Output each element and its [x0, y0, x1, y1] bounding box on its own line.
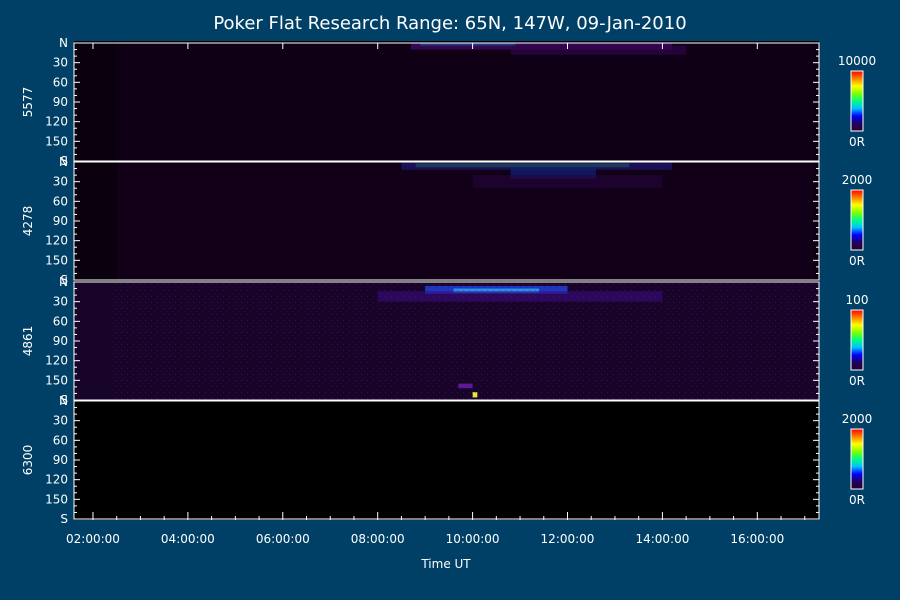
y-tick-label: 150	[45, 373, 68, 387]
panel-5577: N 30 60 90 120 150 S 5577	[21, 36, 820, 168]
x-tick-label: 04:00:00	[161, 532, 215, 546]
y-tick-label: S	[60, 273, 68, 287]
rainbow-colorbar-icon	[850, 309, 864, 371]
colorbar-min-label: 0R	[849, 493, 865, 507]
emission-feature	[116, 43, 815, 161]
colorbar-max-label: 2000	[842, 412, 873, 426]
panel-wavelength-label: 4278	[21, 206, 35, 237]
x-tick-label: 06:00:00	[256, 532, 310, 546]
y-tick-label: S	[60, 393, 68, 407]
y-tick-label: S	[60, 154, 68, 168]
panel-4278: N 30 60 90 120 150 S 4278	[21, 155, 820, 287]
y-tick-label: N	[59, 394, 68, 408]
noise-texture	[111, 282, 819, 400]
colorbar-4278: 2000 0R	[842, 173, 873, 268]
colorbar-max-label: 2000	[842, 173, 873, 187]
x-tick-label: 12:00:00	[541, 532, 595, 546]
y-tick-label: N	[59, 36, 68, 50]
colorbar-max-label: 10000	[838, 54, 876, 68]
y-tick-label: N	[59, 275, 68, 289]
y-tick-label: 150	[45, 492, 68, 506]
panel-6300: N 30 60 90 120 150 S 6300	[21, 394, 820, 526]
y-tick-label: 120	[45, 234, 68, 248]
colorbars: 10000 0R 2000 0R 100 0R 2000 0R	[838, 54, 876, 507]
y-tick-label: 90	[53, 453, 68, 467]
y-tick-label: 60	[53, 75, 68, 89]
y-tick-label: 60	[53, 194, 68, 208]
x-tick-label: 02:00:00	[66, 532, 120, 546]
rainbow-colorbar-icon	[850, 428, 864, 490]
panels-layer: N 30 60 90 120 150 S 5577 N 30 60 90 120 150 S 4278 N 30 6…	[21, 36, 820, 526]
x-axis: 02:00:00 04:00:00 06:00:00 08:00:00 10:00:00…	[66, 43, 806, 546]
colorbar-min-label: 0R	[849, 254, 865, 268]
colorbar-4861: 100 0R	[846, 293, 869, 388]
y-tick-label: 60	[53, 314, 68, 328]
chart-title: Poker Flat Research Range: 65N, 147W, 09…	[213, 13, 686, 34]
colorbar-5577: 10000 0R	[838, 54, 876, 149]
y-tick-label: 60	[53, 433, 68, 447]
panel-background	[74, 401, 819, 519]
y-tick-label: 30	[53, 414, 68, 428]
panel-wavelength-label: 4861	[21, 326, 35, 357]
colorbar-min-label: 0R	[849, 135, 865, 149]
y-tick-label: 90	[53, 95, 68, 109]
y-tick-label: S	[60, 512, 68, 526]
rainbow-colorbar-icon	[850, 70, 864, 132]
y-tick-label: 150	[45, 253, 68, 267]
y-tick-label: 120	[45, 115, 68, 129]
y-tick-label: 120	[45, 354, 68, 368]
y-tick-label: 150	[45, 134, 68, 148]
emission-feature	[116, 162, 815, 280]
x-tick-label: 08:00:00	[351, 532, 405, 546]
y-tick-label: 30	[53, 175, 68, 189]
rainbow-colorbar-icon	[850, 189, 864, 251]
x-tick-label: 16:00:00	[730, 532, 784, 546]
y-tick-label: 90	[53, 334, 68, 348]
x-tick-label: 10:00:00	[446, 532, 500, 546]
colorbar-6300: 2000 0R	[842, 412, 873, 507]
y-tick-label: 30	[53, 295, 68, 309]
panel-wavelength-label: 5577	[21, 87, 35, 118]
panel-4861: N 30 60 90 120 150 S 4861	[21, 275, 820, 407]
y-tick-label: 30	[53, 56, 68, 70]
y-tick-label: 120	[45, 473, 68, 487]
x-axis-label: Time UT	[420, 557, 471, 571]
x-tick-label: 14:00:00	[635, 532, 689, 546]
y-tick-label: N	[59, 155, 68, 169]
colorbar-min-label: 0R	[849, 374, 865, 388]
panel-wavelength-label: 6300	[21, 445, 35, 476]
colorbar-max-label: 100	[846, 293, 869, 307]
y-tick-label: 90	[53, 214, 68, 228]
